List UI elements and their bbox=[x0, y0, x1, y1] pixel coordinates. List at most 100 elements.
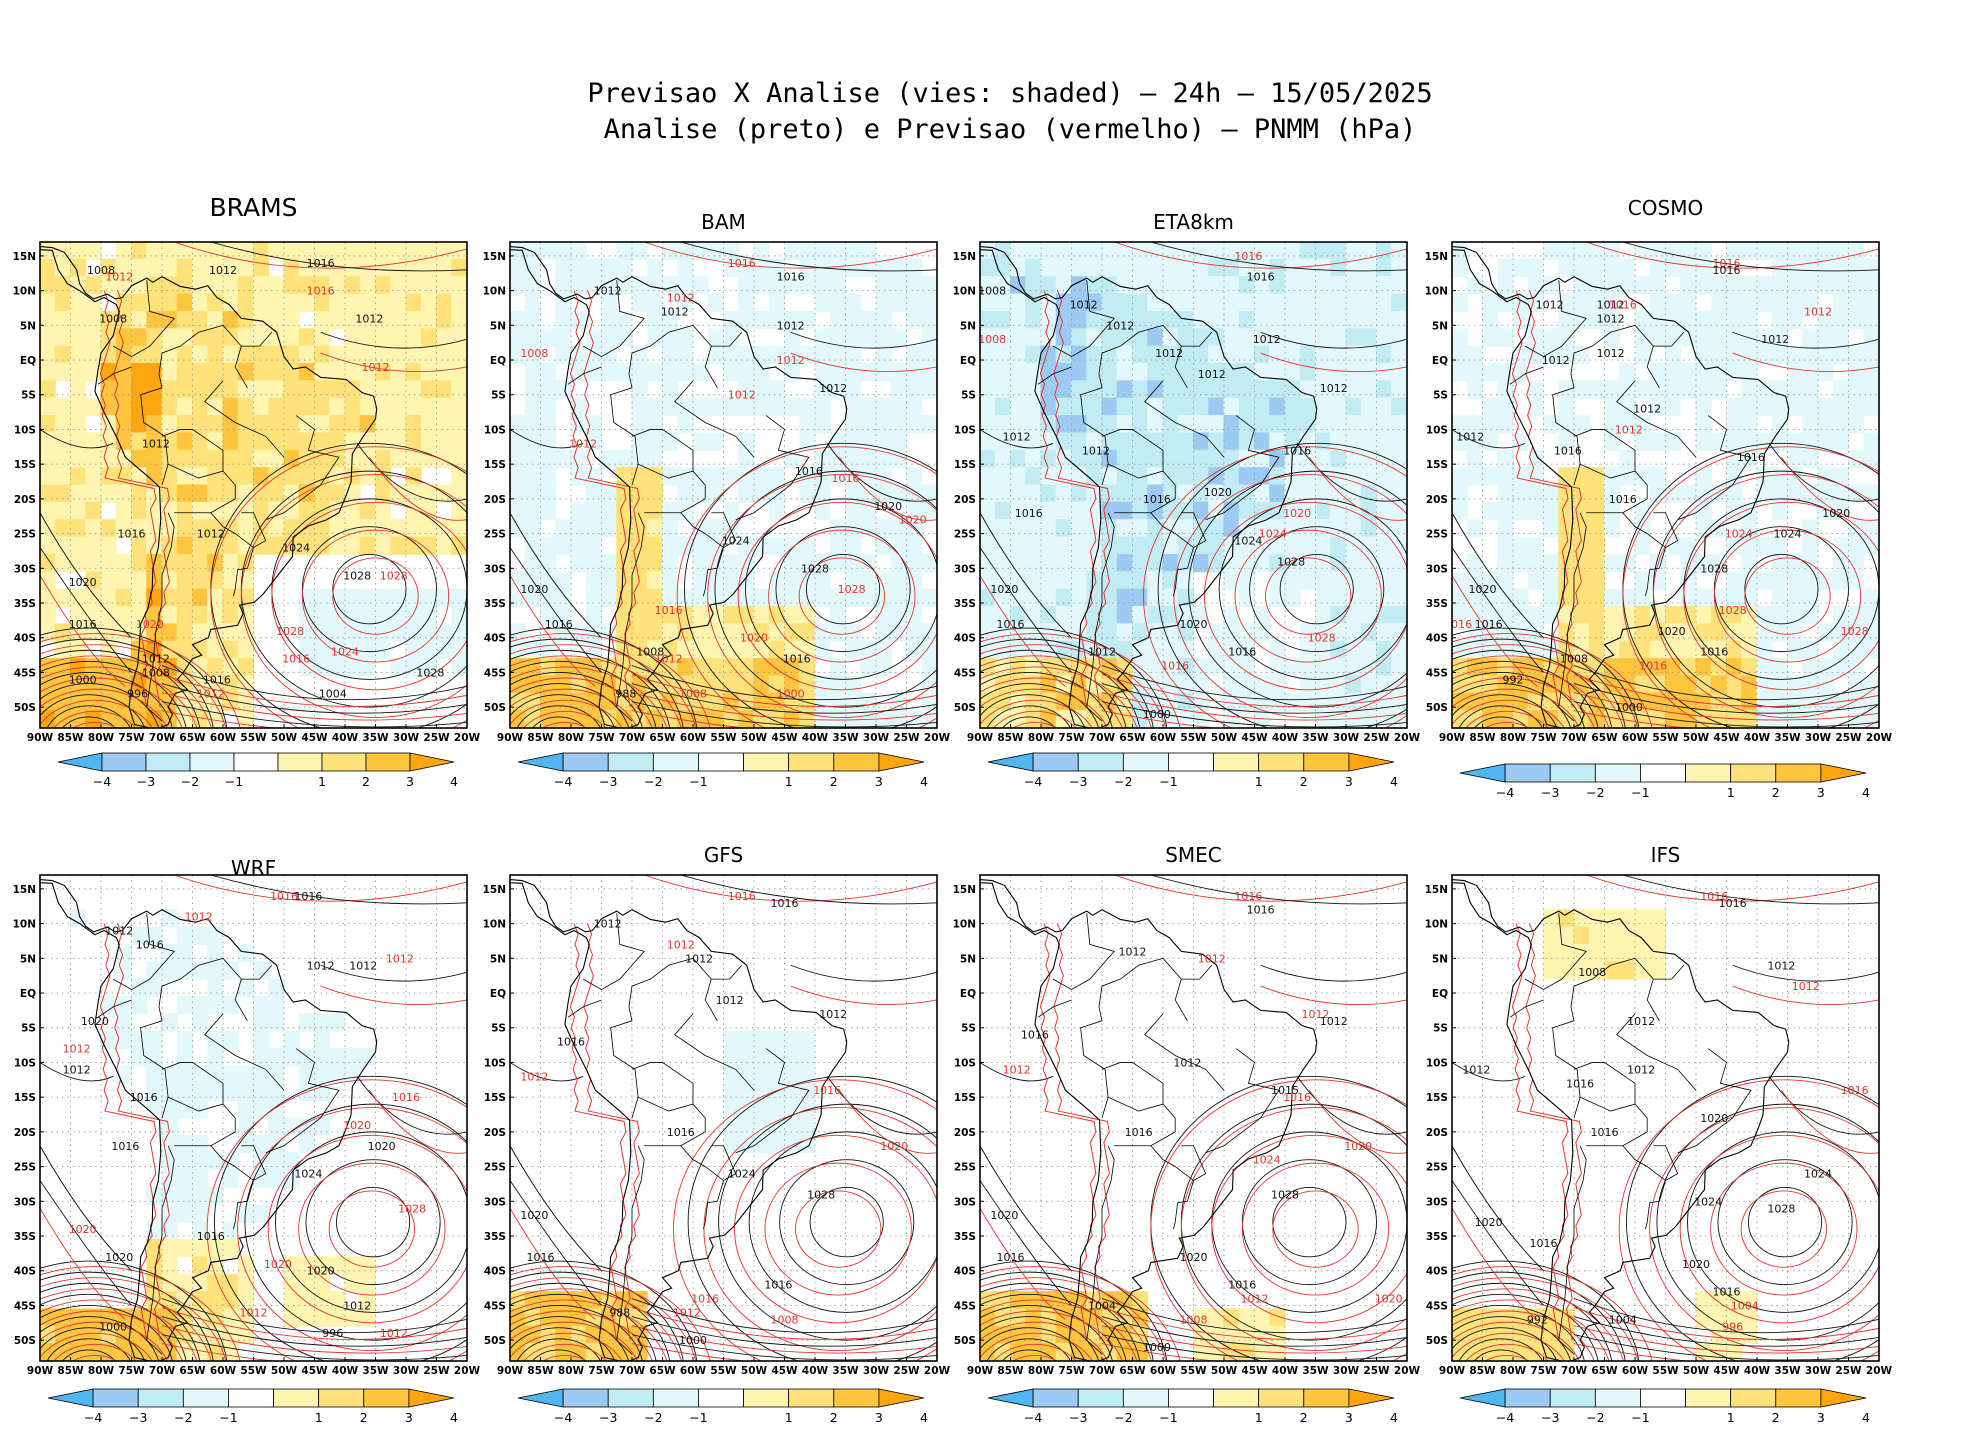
isobar-label: 1016 bbox=[1234, 890, 1262, 903]
isobar-label: 1012 bbox=[1198, 368, 1226, 381]
y-tick-label: 5N bbox=[1432, 320, 1448, 332]
y-tick-label: 45S bbox=[484, 1300, 506, 1312]
isobar-label: 1020 bbox=[81, 1015, 109, 1028]
isobar-label: 1016 bbox=[203, 673, 231, 686]
y-tick-label: 5S bbox=[491, 1023, 506, 1035]
isobar-label: 1012 bbox=[185, 911, 213, 924]
x-tick-label: 35W bbox=[1302, 1365, 1329, 1377]
isobar-label: 1020 bbox=[990, 1209, 1018, 1222]
isobar-label: 1016 bbox=[832, 472, 860, 485]
isobar-label: 1008 bbox=[1578, 966, 1606, 979]
x-tick-label: 75W bbox=[118, 1365, 145, 1377]
colorbar-label: −1 bbox=[225, 774, 243, 789]
x-tick-label: 45W bbox=[1713, 732, 1740, 744]
x-tick-label: 50W bbox=[271, 1365, 298, 1377]
panel-bam: BAM1016101610121012101210121008101210121… bbox=[483, 210, 951, 789]
colorbar-swatch bbox=[652, 752, 699, 772]
colorbar: −4 −3 −2 −1 1 2 3 4 bbox=[517, 1388, 928, 1425]
y-tick-label: 20S bbox=[954, 494, 976, 506]
isobar-label: 1012 bbox=[1542, 354, 1570, 367]
coastlines bbox=[1452, 245, 1790, 728]
colorbar-label: −4 bbox=[1496, 785, 1514, 800]
isobar-label: 1020 bbox=[1682, 1258, 1710, 1271]
colorbar-label: 1 bbox=[1727, 785, 1735, 800]
colorbar-swatch bbox=[1504, 763, 1551, 783]
y-tick-label: 30S bbox=[1426, 563, 1448, 575]
isobar-label: 1020 bbox=[69, 576, 97, 589]
isobar-label: 1012 bbox=[1633, 403, 1661, 416]
y-tick-label: 15N bbox=[483, 251, 506, 263]
y-tick-label: 20S bbox=[14, 494, 36, 506]
isobar-label: 1012 bbox=[1088, 646, 1116, 659]
isobar-label: 1000 bbox=[777, 687, 805, 700]
isobar-label: 1008 bbox=[87, 264, 115, 277]
isobar-label: 1020 bbox=[368, 1140, 396, 1153]
colorbar-swatch bbox=[1594, 763, 1641, 783]
isobar-label: 1012 bbox=[1597, 298, 1625, 311]
isobar-label: 1016 bbox=[997, 618, 1025, 631]
isobar-label: 1016 bbox=[111, 1140, 139, 1153]
isobar-label: 1016 bbox=[1700, 646, 1728, 659]
colorbar-label: 4 bbox=[450, 1410, 458, 1425]
y-tick-label: 5N bbox=[1432, 953, 1448, 965]
colorbar-arrow-low bbox=[1459, 763, 1506, 783]
colorbar-arrow-low bbox=[517, 752, 564, 772]
bias-shading bbox=[1452, 909, 1758, 1361]
colorbar-swatch bbox=[145, 752, 191, 772]
colorbar-swatch bbox=[1303, 752, 1350, 772]
x-tick-label: 30W bbox=[1333, 732, 1360, 744]
x-tick-label: 90W bbox=[27, 1365, 54, 1377]
x-tick-label: 80W bbox=[1028, 1365, 1055, 1377]
isobar-label: 1016 bbox=[1841, 1084, 1869, 1097]
isobar-label: 1028 bbox=[276, 625, 304, 638]
y-tick-label: 10N bbox=[483, 286, 506, 298]
isobar-label: 1020 bbox=[740, 632, 768, 645]
y-tick-label: 10N bbox=[13, 919, 36, 931]
x-tick-label: 55W bbox=[1652, 732, 1679, 744]
colorbar-arrow-high bbox=[409, 752, 455, 772]
x-tick-label: 60W bbox=[680, 732, 707, 744]
isobar-label: 1000 bbox=[1615, 701, 1643, 714]
y-tick-label: 15N bbox=[953, 251, 976, 263]
x-tick-label: 30W bbox=[1333, 1365, 1360, 1377]
colorbar-label: 4 bbox=[1390, 774, 1398, 789]
colorbar-label: 4 bbox=[920, 1410, 928, 1425]
colorbar-swatch bbox=[1640, 763, 1686, 783]
x-tick-label: 50W bbox=[741, 1365, 768, 1377]
isobar-label: 1016 bbox=[1737, 451, 1765, 464]
colorbar: −4 −3 −2 −1 1 2 3 4 bbox=[987, 1388, 1398, 1425]
colorbar-label: 2 bbox=[360, 1410, 368, 1425]
isobar-label: 1016 bbox=[307, 285, 335, 298]
colorbar-swatch bbox=[273, 1388, 320, 1408]
y-tick-label: 50S bbox=[1426, 1335, 1448, 1347]
x-tick-label: 20W bbox=[1394, 1365, 1421, 1377]
colorbar-swatch bbox=[607, 1388, 654, 1408]
isobar-label: 996 bbox=[322, 1327, 343, 1340]
colorbar-label: 3 bbox=[406, 774, 414, 789]
y-tick-label: EQ bbox=[20, 988, 36, 1000]
y-tick-label: 10N bbox=[1425, 286, 1448, 298]
y-tick-label: 10S bbox=[1426, 1057, 1448, 1069]
x-tick-label: 85W bbox=[997, 1365, 1024, 1377]
isobar-label: 1016 bbox=[795, 465, 823, 478]
x-tick-label: 20W bbox=[1866, 732, 1893, 744]
y-tick-label: 25S bbox=[1426, 1162, 1448, 1174]
isobar-label: 1020 bbox=[1700, 1112, 1728, 1125]
colorbar-label: 3 bbox=[1345, 1410, 1353, 1425]
x-tick-label: 25W bbox=[1363, 1365, 1390, 1377]
colorbar-swatch bbox=[788, 752, 835, 772]
y-tick-label: 25S bbox=[14, 529, 36, 541]
isobar-label: 1012 bbox=[661, 305, 689, 318]
y-tick-label: 20S bbox=[14, 1127, 36, 1139]
colorbar-label: −4 bbox=[1024, 1410, 1042, 1425]
isobar-label: 1012 bbox=[1767, 959, 1795, 972]
x-tick-label: 70W bbox=[619, 1365, 646, 1377]
isobar-label: 1028 bbox=[838, 583, 866, 596]
isobar-label: 1016 bbox=[777, 271, 805, 284]
isobar-label: 1012 bbox=[1456, 430, 1484, 443]
isobar-label: 1020 bbox=[874, 500, 902, 513]
y-tick-label: EQ bbox=[960, 988, 976, 1000]
colorbar-swatch bbox=[233, 752, 279, 772]
colorbar-label: 2 bbox=[362, 774, 370, 789]
